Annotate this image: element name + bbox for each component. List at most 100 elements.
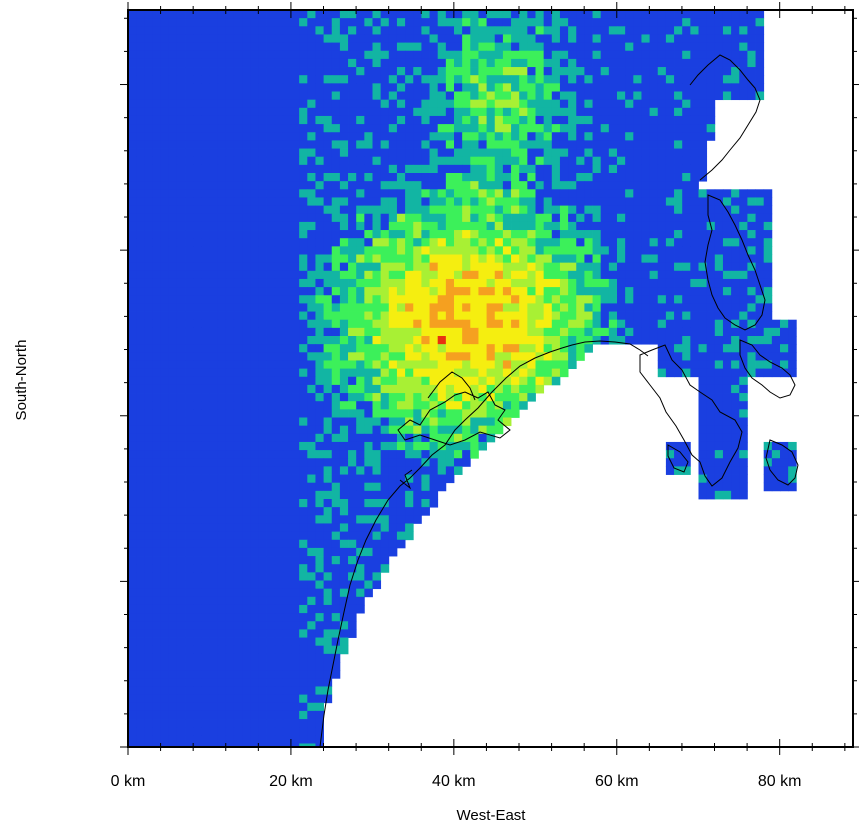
grid-cell: [364, 409, 373, 418]
grid-cell: [323, 360, 333, 369]
grid-cell: [388, 490, 398, 500]
grid-cell: [486, 376, 496, 386]
grid-cell: [486, 238, 496, 247]
grid-cell: [193, 270, 202, 280]
grid-cell: [380, 515, 390, 524]
grid-cell: [315, 686, 324, 695]
grid-cell: [274, 336, 284, 345]
grid-cell: [739, 450, 748, 459]
grid-cell: [731, 450, 740, 459]
grid-cell: [258, 205, 267, 215]
grid-cell: [682, 466, 691, 475]
grid-cell: [217, 531, 227, 541]
grid-cell: [242, 132, 251, 141]
grid-cell: [168, 417, 178, 427]
grid-cell: [201, 539, 210, 549]
grid-cell: [348, 319, 357, 329]
grid-cell: [323, 278, 333, 288]
grid-cell: [763, 262, 773, 272]
grid-cell: [739, 376, 748, 386]
grid-cell: [665, 197, 675, 206]
grid-cell: [527, 270, 536, 280]
grid-cell: [535, 262, 545, 272]
grid-cell: [437, 262, 447, 272]
grid-cell: [502, 50, 512, 60]
grid-cell: [217, 417, 227, 427]
grid-cell: [144, 132, 153, 141]
grid-cell: [315, 547, 324, 557]
grid-cell: [747, 75, 756, 84]
grid-cell: [372, 547, 382, 557]
grid-cell: [617, 173, 626, 182]
grid-cell: [617, 278, 626, 288]
grid-cell: [242, 662, 251, 671]
grid-cell: [527, 67, 536, 76]
grid-cell: [633, 189, 642, 198]
grid-cell: [209, 662, 219, 671]
grid-cell: [315, 18, 324, 27]
grid-cell: [176, 230, 186, 239]
grid-cell: [396, 450, 406, 459]
grid-cell: [356, 270, 365, 280]
grid-cell: [193, 482, 202, 492]
grid-cell: [462, 441, 471, 451]
grid-cell: [739, 230, 748, 239]
grid-cell: [380, 230, 390, 239]
grid-cell: [225, 662, 235, 671]
grid-cell: [478, 425, 487, 435]
grid-cell: [258, 425, 267, 435]
grid-cell: [568, 213, 577, 223]
grid-cell: [323, 621, 333, 630]
grid-cell: [193, 262, 202, 272]
grid-cell: [600, 287, 610, 296]
grid-cell: [282, 254, 292, 264]
grid-cell: [299, 499, 308, 508]
grid-cell: [209, 556, 219, 565]
grid-cell: [176, 417, 186, 427]
grid-cell: [511, 254, 520, 264]
grid-cell: [250, 83, 259, 92]
grid-cell: [396, 360, 406, 369]
grid-cell: [339, 270, 349, 280]
grid-cell: [372, 433, 382, 443]
grid-cell: [454, 230, 463, 239]
grid-cell: [323, 213, 333, 223]
grid-cell: [193, 10, 202, 19]
grid-cell: [193, 507, 202, 516]
grid-cell: [437, 336, 447, 345]
grid-cell: [633, 230, 642, 239]
grid-cell: [348, 140, 357, 149]
grid-cell: [128, 344, 137, 353]
grid-cell: [209, 173, 219, 182]
grid-cell: [201, 531, 210, 541]
grid-cell: [625, 107, 634, 117]
grid-cell: [682, 441, 691, 451]
grid-cell: [486, 140, 496, 149]
grid-cell: [665, 107, 675, 117]
grid-cell: [356, 91, 365, 101]
grid-cell: [291, 319, 300, 329]
grid-cell: [494, 254, 504, 264]
grid-cell: [486, 368, 496, 378]
grid-cell: [331, 287, 341, 296]
grid-cell: [519, 311, 528, 321]
grid-cell: [576, 173, 585, 182]
grid-cell: [299, 376, 308, 386]
grid-cell: [429, 384, 439, 394]
grid-cell: [364, 295, 373, 304]
grid-cell: [462, 401, 471, 410]
grid-cell: [674, 10, 683, 19]
grid-cell: [462, 295, 471, 304]
grid-cell: [323, 499, 333, 508]
grid-cell: [747, 67, 756, 76]
grid-cell: [323, 376, 333, 386]
grid-cell: [641, 278, 650, 288]
grid-cell: [250, 197, 259, 206]
grid-cell: [665, 270, 675, 280]
grid-cell: [299, 670, 308, 679]
grid-cell: [291, 531, 300, 541]
grid-cell: [168, 278, 178, 288]
grid-cell: [462, 10, 471, 19]
grid-cell: [551, 99, 561, 109]
grid-cell: [348, 327, 357, 337]
